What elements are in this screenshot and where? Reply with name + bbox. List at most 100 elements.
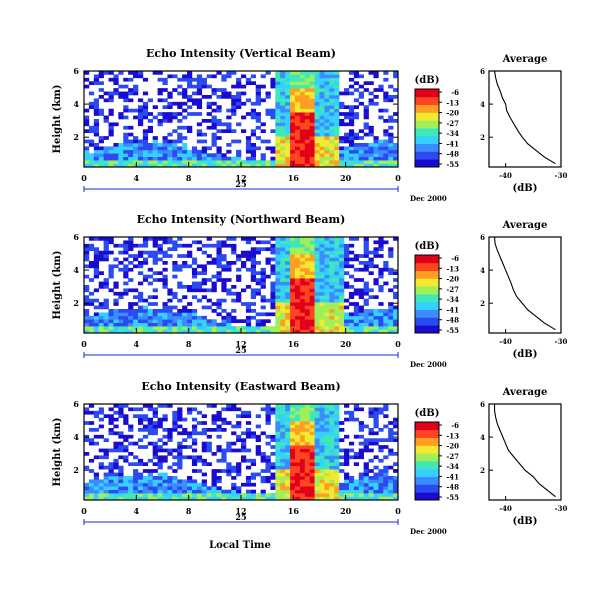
heatmap-cell [285,438,291,443]
heatmap-cell [353,143,360,147]
heatmap-cell [128,125,134,130]
heatmap-cell [339,267,345,272]
heatmap-cell [191,156,198,161]
heatmap-cell [294,278,301,282]
heatmap-cell [108,95,114,99]
heatmap-cell [388,139,394,144]
heatmap-cell [329,421,335,425]
colorbar-swatch [415,262,439,271]
heatmap-cell [309,312,315,317]
heatmap-cell [123,455,129,460]
heatmap-cell [133,482,139,487]
heatmap-cell [294,312,301,317]
heatmap-cell [118,445,124,449]
heatmap-cell [211,243,217,248]
heatmap-cell [260,156,266,161]
heatmap-cell [201,421,207,425]
heatmap-cell [162,261,168,265]
heatmap-cell [334,315,340,320]
heatmap-cell [299,329,306,334]
heatmap-cell [304,88,310,92]
heatmap-cell [353,417,360,422]
heatmap-cell [324,288,330,293]
heatmap-cell [314,112,320,116]
heatmap-cell [304,431,310,436]
heatmap-cell [108,91,114,96]
heatmap-cell [177,101,183,106]
heatmap-cell [226,312,232,317]
heatmap-cell [108,448,114,453]
heatmap-cell [152,278,158,282]
heatmap-cell [236,139,242,144]
heatmap-cell [324,240,330,245]
heatmap-cell [142,298,149,303]
heatmap-cell [348,319,355,324]
heatmap-cell [177,237,183,241]
heatmap-cell [93,329,100,334]
average-x-label: (dB) [513,516,538,527]
heatmap-cell [128,476,134,480]
heatmap-cell [211,309,217,313]
heatmap-cell [152,482,158,487]
heatmap-cell [299,465,306,470]
heatmap-cell [187,496,193,501]
heatmap-cell [304,257,310,262]
heatmap-cell [167,95,173,99]
heatmap-cell [245,465,252,470]
heatmap-cell [196,458,203,463]
heatmap-cell [98,302,104,306]
heatmap-cell [270,465,276,470]
heatmap-cell [280,139,286,144]
heatmap-cell [128,462,134,467]
heatmap-cell [108,264,114,269]
heatmap-cell [378,237,384,241]
heatmap-cell [280,125,286,130]
heatmap-cell [113,88,119,92]
heatmap-cell [93,298,100,303]
heatmap-cell [113,281,119,286]
heatmap-cell [142,115,149,120]
heatmap-cell [201,267,207,272]
heatmap-cell [211,319,217,324]
heatmap-cell [191,285,198,289]
heatmap-cell [339,428,345,432]
heatmap-cell [196,322,203,327]
heatmap-cell [294,458,301,463]
heatmap-cell [191,319,198,324]
heatmap-cell [206,84,212,89]
heatmap-cell [290,243,296,248]
heatmap-cell [373,326,379,330]
heatmap-cell [142,476,149,480]
heatmap-cell [265,421,271,425]
heatmap-cell [245,254,252,258]
heatmap-cell [280,71,286,75]
heatmap-cell [113,462,119,467]
heatmap-cell [118,407,124,412]
heatmap-cell [162,240,168,245]
heatmap-cell [319,105,325,110]
heatmap-cell [93,486,100,491]
heatmap-cell [368,149,374,154]
heatmap-cell [216,410,222,415]
heatmap-cell [147,146,153,151]
heatmap-cell [187,476,193,480]
heatmap-cell [368,309,374,313]
heatmap-cell [147,267,153,272]
heatmap-cell [280,271,286,276]
heatmap-cell [182,322,188,327]
heatmap-cell [285,424,291,429]
heatmap-cell [147,404,153,408]
heatmap-cell [167,476,173,480]
heatmap-cell [226,160,232,164]
heatmap-cell [128,143,134,147]
heatmap-cell [123,291,129,296]
heatmap-cell [393,88,399,92]
heatmap-cell [123,326,129,330]
heatmap-cell [162,309,168,313]
heatmap-cell [368,469,374,473]
heatmap-cell [299,445,306,449]
heatmap-cell [280,479,286,484]
heatmap-cell [373,295,379,300]
heatmap-cell [280,482,286,487]
heatmap-cell [299,291,306,296]
